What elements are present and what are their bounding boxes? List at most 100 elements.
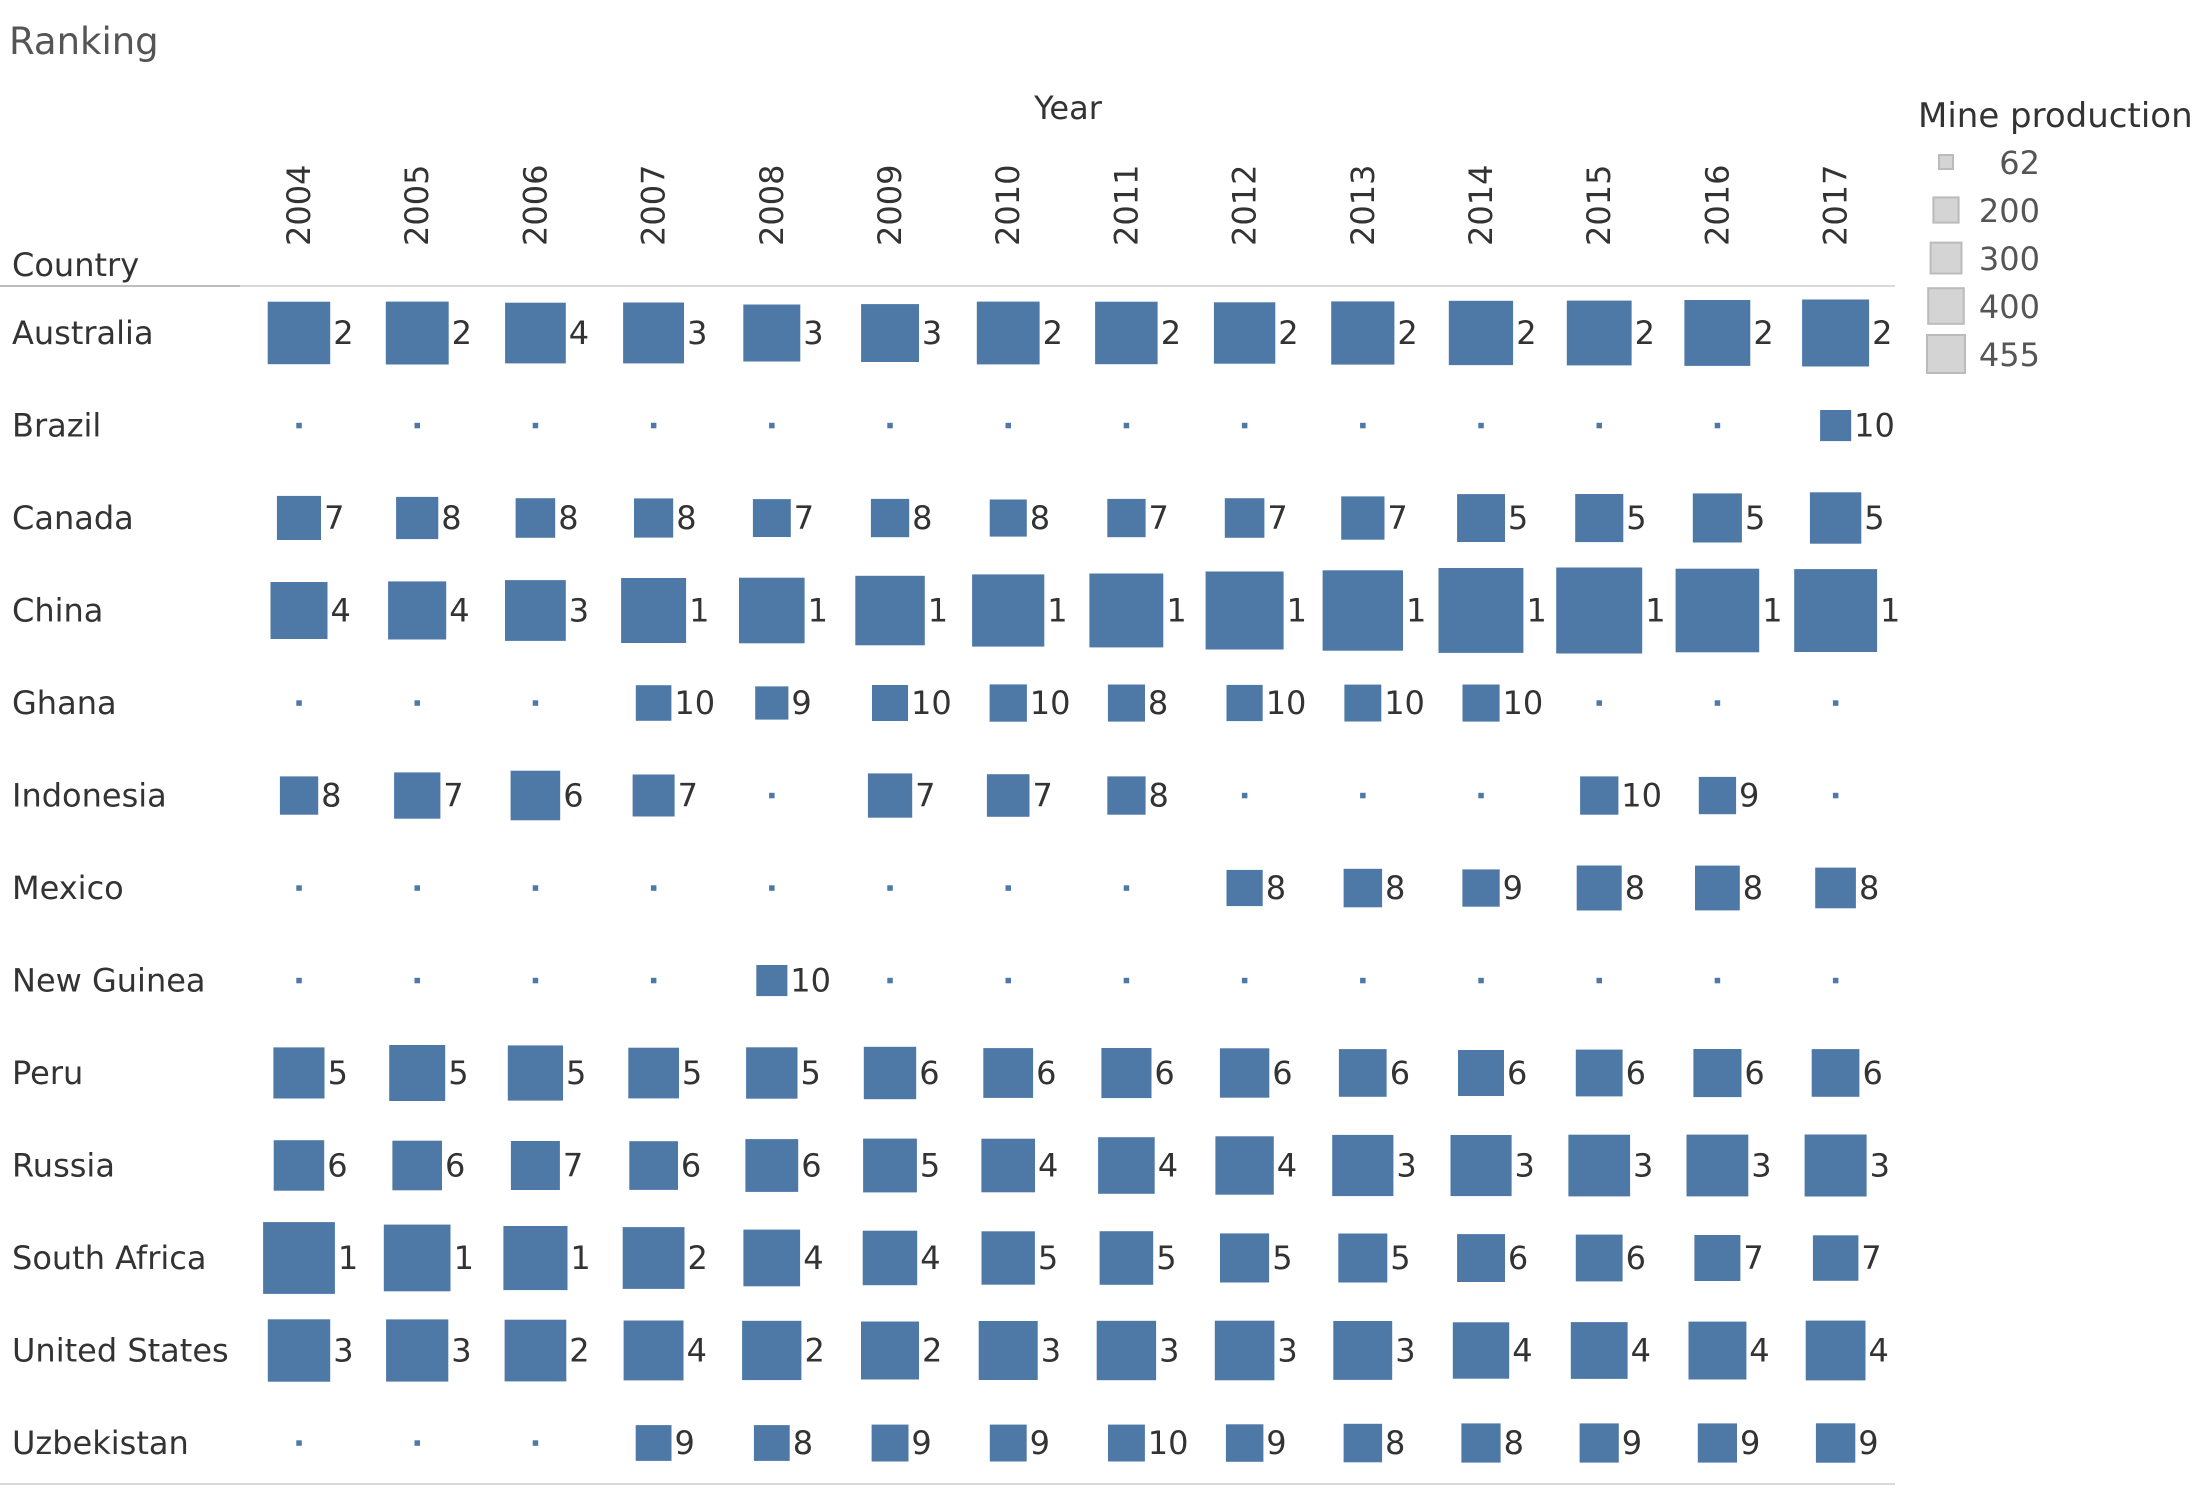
country-label-peru: Peru bbox=[12, 1054, 83, 1092]
mark-canada-2005 bbox=[396, 496, 439, 540]
rank-label-mexico-2017: 8 bbox=[1859, 869, 1879, 907]
legend-label-300: 300 bbox=[1979, 240, 2040, 278]
rank-label-new-guinea-2008: 10 bbox=[790, 962, 831, 1000]
rank-label-canada-2007: 8 bbox=[676, 499, 696, 537]
country-label-ghana: Ghana bbox=[12, 684, 117, 722]
mark-south-africa-2008 bbox=[743, 1229, 801, 1287]
rank-label-russia-2008: 6 bbox=[801, 1147, 821, 1185]
rank-label-south-africa-2014: 6 bbox=[1508, 1239, 1528, 1277]
mark-russia-2005 bbox=[392, 1140, 442, 1191]
rank-label-china-2007: 1 bbox=[689, 592, 709, 630]
country-label-new-guinea: New Guinea bbox=[12, 962, 206, 1000]
rank-label-china-2015: 1 bbox=[1645, 592, 1665, 630]
rank-label-china-2006: 3 bbox=[569, 592, 589, 630]
year-header-2016: 2016 bbox=[1698, 165, 1736, 246]
mark-uzbekistan-2004 bbox=[296, 1440, 302, 1446]
country-label-united-states: United States bbox=[12, 1332, 229, 1370]
rank-label-australia-2011: 2 bbox=[1161, 314, 1181, 352]
mark-indonesia-2004 bbox=[279, 776, 319, 815]
legend: Mine production 62 200 300 400 455 bbox=[1918, 96, 2193, 374]
rank-label-peru-2017: 6 bbox=[1863, 1054, 1883, 1092]
mark-south-africa-2007 bbox=[622, 1227, 685, 1289]
mark-russia-2004 bbox=[273, 1140, 325, 1191]
rank-label-south-africa-2008: 4 bbox=[803, 1239, 823, 1277]
mark-mexico-2006 bbox=[532, 885, 539, 891]
mark-brazil-2014 bbox=[1478, 422, 1484, 429]
mark-new-guinea-2005 bbox=[414, 977, 420, 984]
legend-label-200: 200 bbox=[1979, 192, 2040, 230]
mark-peru-2010 bbox=[983, 1048, 1034, 1098]
mark-uzbekistan-2016 bbox=[1697, 1423, 1737, 1463]
rank-label-indonesia-2009: 7 bbox=[915, 777, 935, 815]
rank-label-united-states-2014: 4 bbox=[1512, 1332, 1532, 1370]
rank-label-south-africa-2016: 7 bbox=[1743, 1239, 1763, 1277]
mark-russia-2006 bbox=[510, 1141, 560, 1190]
rank-label-south-africa-2007: 2 bbox=[688, 1239, 708, 1277]
legend-label-455: 455 bbox=[1979, 336, 2040, 374]
mark-russia-2008 bbox=[745, 1139, 799, 1192]
rank-label-united-states-2004: 3 bbox=[333, 1332, 353, 1370]
mark-indonesia-2011 bbox=[1107, 776, 1146, 815]
mark-south-africa-2017 bbox=[1812, 1235, 1859, 1281]
rank-label-australia-2013: 2 bbox=[1397, 314, 1417, 352]
rank-label-russia-2009: 5 bbox=[920, 1147, 940, 1185]
mark-south-africa-2016 bbox=[1694, 1235, 1741, 1281]
rank-label-brazil-2017: 10 bbox=[1854, 407, 1895, 445]
mark-united-states-2012 bbox=[1214, 1320, 1275, 1381]
mark-brazil-2010 bbox=[1005, 422, 1011, 429]
rank-label-indonesia-2011: 8 bbox=[1149, 777, 1169, 815]
rank-label-china-2009: 1 bbox=[928, 592, 948, 630]
mark-new-guinea-2004 bbox=[296, 977, 302, 984]
mark-canada-2013 bbox=[1341, 496, 1385, 540]
rank-label-ghana-2013: 10 bbox=[1384, 684, 1425, 722]
mark-china-2015 bbox=[1556, 567, 1643, 654]
mark-brazil-2005 bbox=[414, 422, 420, 429]
mark-ghana-2004 bbox=[296, 700, 302, 706]
mark-mexico-2013 bbox=[1343, 868, 1383, 908]
mark-indonesia-2016 bbox=[1698, 776, 1737, 815]
mark-new-guinea-2014 bbox=[1478, 977, 1484, 984]
mark-indonesia-2009 bbox=[867, 773, 913, 818]
mark-ghana-2011 bbox=[1107, 684, 1145, 722]
mark-peru-2015 bbox=[1575, 1049, 1623, 1097]
rank-label-uzbekistan-2007: 9 bbox=[675, 1424, 695, 1462]
rank-label-south-africa-2011: 5 bbox=[1156, 1239, 1176, 1277]
mark-australia-2016 bbox=[1684, 300, 1751, 366]
mark-uzbekistan-2011 bbox=[1108, 1424, 1145, 1462]
rank-label-united-states-2005: 3 bbox=[451, 1332, 471, 1370]
mark-indonesia-2014 bbox=[1478, 792, 1484, 799]
rank-label-peru-2004: 5 bbox=[328, 1054, 348, 1092]
rank-label-china-2008: 1 bbox=[808, 592, 828, 630]
rank-label-mexico-2015: 8 bbox=[1625, 869, 1645, 907]
mark-indonesia-2006 bbox=[510, 770, 561, 821]
mark-indonesia-2012 bbox=[1241, 792, 1248, 799]
mark-canada-2011 bbox=[1107, 498, 1146, 538]
mark-ghana-2012 bbox=[1226, 684, 1263, 722]
rank-label-peru-2014: 6 bbox=[1507, 1054, 1527, 1092]
mark-indonesia-2017 bbox=[1832, 792, 1839, 799]
mark-canada-2009 bbox=[870, 498, 910, 538]
mark-canada-2017 bbox=[1809, 492, 1862, 544]
rank-label-russia-2011: 4 bbox=[1158, 1147, 1178, 1185]
rank-label-canada-2015: 5 bbox=[1626, 499, 1646, 537]
mark-new-guinea-2017 bbox=[1832, 977, 1839, 984]
year-header-2013: 2013 bbox=[1344, 165, 1382, 246]
rank-label-russia-2007: 6 bbox=[681, 1147, 701, 1185]
rank-label-peru-2006: 5 bbox=[566, 1054, 586, 1092]
rank-label-indonesia-2010: 7 bbox=[1033, 777, 1053, 815]
mark-uzbekistan-2006 bbox=[532, 1440, 539, 1446]
rank-label-uzbekistan-2012: 9 bbox=[1266, 1424, 1286, 1462]
mark-canada-2014 bbox=[1457, 494, 1505, 542]
mark-china-2010 bbox=[972, 574, 1045, 647]
mark-indonesia-2005 bbox=[394, 772, 441, 819]
mark-uzbekistan-2010 bbox=[989, 1424, 1027, 1462]
country-label-indonesia: Indonesia bbox=[12, 777, 167, 815]
mark-south-africa-2012 bbox=[1220, 1233, 1270, 1283]
legend-size-swatch-62 bbox=[1938, 154, 1954, 170]
mark-new-guinea-2009 bbox=[887, 977, 893, 984]
legend-title: Mine production bbox=[1918, 96, 2193, 136]
rank-label-australia-2014: 2 bbox=[1516, 314, 1536, 352]
rank-label-china-2017: 1 bbox=[1880, 592, 1900, 630]
rank-label-peru-2011: 6 bbox=[1154, 1054, 1174, 1092]
